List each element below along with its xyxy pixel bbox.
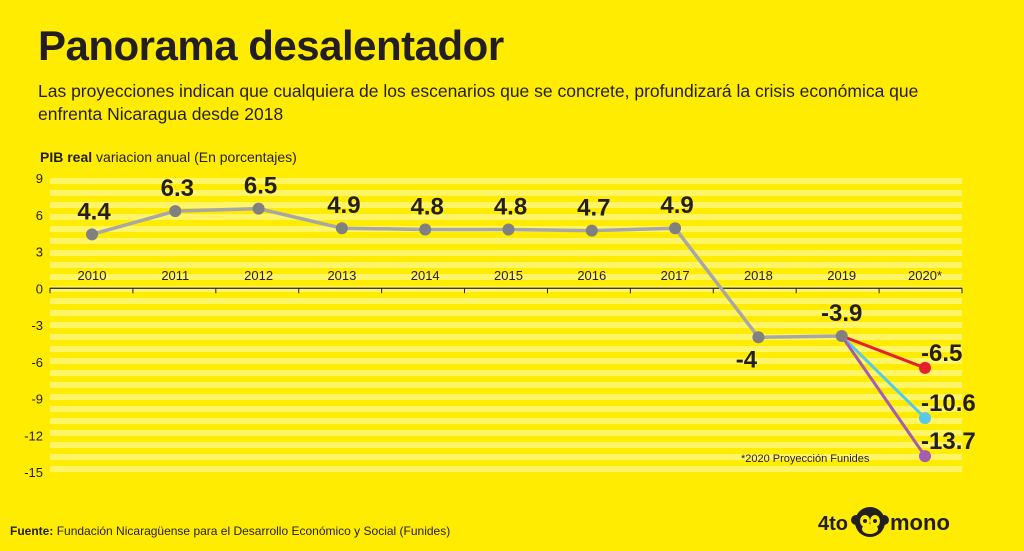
- x-tick-label: 2017: [661, 268, 690, 283]
- grid-stripe: [50, 454, 962, 460]
- y-tick-label: 9: [36, 171, 43, 186]
- grid-stripe: [50, 382, 962, 388]
- grid-stripe: [50, 190, 962, 196]
- grid-stripe: [50, 178, 962, 184]
- x-tick-label: 2018: [744, 268, 773, 283]
- grid-stripe: [50, 442, 962, 448]
- grid-stripe: [50, 358, 962, 364]
- grid-stripe: [50, 310, 962, 316]
- grid-stripe: [50, 322, 962, 328]
- data-label: 4.9: [660, 192, 693, 219]
- data-point: [585, 224, 598, 237]
- y-tick-labels: 9 6 3 0 -3 -6 -9 -12 -15: [24, 171, 43, 480]
- data-label: 4.7: [577, 195, 610, 222]
- data-label: 6.3: [161, 175, 194, 202]
- x-tick-label: 2013: [327, 268, 356, 283]
- x-tick-label: 2012: [244, 268, 273, 283]
- projection-line: [840, 335, 927, 457]
- grid-stripe: [50, 394, 962, 400]
- monkey-face-icon: [851, 507, 889, 537]
- y-tick-label: -6: [31, 355, 43, 370]
- y-tick-label: -12: [24, 428, 43, 443]
- data-label: -4: [736, 346, 758, 373]
- grid-stripe: [50, 370, 962, 376]
- x-tick-label: 2015: [494, 268, 523, 283]
- series-lines: [91, 206, 927, 457]
- x-tick-label: 2016: [577, 268, 606, 283]
- y-tick-label: 3: [36, 245, 43, 260]
- y-tick-label: -15: [24, 465, 43, 480]
- y-tick-label: 6: [36, 208, 43, 223]
- data-labels: -6.5 -10.6 -13.7 4.4 6.3 6.5 4.9 4.8 4.8 4.7 4.9 -4…: [77, 173, 975, 455]
- y-tick-label: -9: [31, 392, 43, 407]
- source-label: Fuente:: [10, 524, 54, 538]
- projection-label: -13.7: [921, 428, 976, 455]
- grid-stripe: [50, 250, 962, 256]
- y-axis-title-rest: variacion anual (En porcentajes): [96, 149, 297, 165]
- chart-title: Panorama desalentador: [38, 22, 504, 69]
- chart-subtitle: Las proyecciones indican que cualquiera …: [38, 81, 919, 124]
- projection-point: [919, 361, 931, 374]
- source-text: Fundación Nicaragüense para el Desarroll…: [56, 524, 451, 538]
- grid-stripe: [50, 334, 962, 340]
- grid-stripe: [50, 238, 962, 244]
- y-axis-title-bold: PIB real: [40, 149, 93, 165]
- x-tick-label: 2010: [78, 268, 107, 283]
- grid-stripe: [50, 286, 962, 292]
- grid-stripe: [50, 262, 962, 268]
- data-label: 4.9: [327, 192, 360, 219]
- data-point: [169, 205, 182, 218]
- data-point: [669, 222, 682, 235]
- x-tick-label: 2011: [161, 268, 189, 283]
- grid-stripe: [50, 430, 962, 436]
- x-tick-label: 2020*: [908, 268, 942, 283]
- data-label: 4.8: [494, 193, 527, 220]
- y-tick-label: 0: [36, 281, 43, 296]
- grid-stripe: [50, 346, 962, 352]
- data-point: [502, 223, 515, 236]
- grid-stripe: [50, 406, 962, 412]
- projection-point: [919, 450, 931, 463]
- y-axis-title: PIB real variacion anual (En porcentajes…: [40, 149, 297, 165]
- data-point: [86, 228, 98, 241]
- series-points: [86, 202, 931, 463]
- grid-stripe: [50, 274, 962, 280]
- brand-logo: 4to mono: [818, 507, 950, 537]
- grid-stripe: [50, 418, 962, 424]
- data-label: 6.5: [244, 173, 277, 200]
- y-tick-label: -3: [31, 318, 43, 333]
- grid-stripe: [50, 298, 962, 304]
- data-label: -3.9: [821, 300, 862, 327]
- projection-note: *2020 Proyección Funides: [741, 453, 870, 465]
- data-point: [752, 331, 765, 344]
- x-tick-labels: 2010 2011 2012 2013 2014 2015 2016 2017 2018 2019…: [78, 268, 942, 283]
- data-point: [252, 202, 265, 215]
- logo-text-right: mono: [890, 510, 950, 535]
- projection-label: -6.5: [921, 340, 962, 367]
- main-series-line: [91, 206, 842, 339]
- logo-text-left: 4to: [818, 513, 848, 535]
- grid-stripe: [50, 466, 962, 472]
- x-tick-label: 2014: [411, 268, 440, 283]
- projection-label: -10.6: [921, 390, 976, 417]
- projection-line: [841, 334, 926, 370]
- data-point: [335, 222, 348, 235]
- data-point: [419, 223, 432, 236]
- data-point: [835, 330, 848, 343]
- grid-stripe: [50, 202, 962, 208]
- grid-stripe: [50, 214, 962, 220]
- data-label: 4.4: [77, 198, 111, 225]
- source-note: Fuente: Fundación Nicaragüense para el D…: [10, 524, 450, 538]
- projection-point: [919, 412, 931, 425]
- data-label: 4.8: [411, 193, 444, 220]
- axis-layer: [49, 287, 963, 294]
- x-tick-label: 2019: [827, 268, 856, 283]
- projection-line: [840, 334, 927, 420]
